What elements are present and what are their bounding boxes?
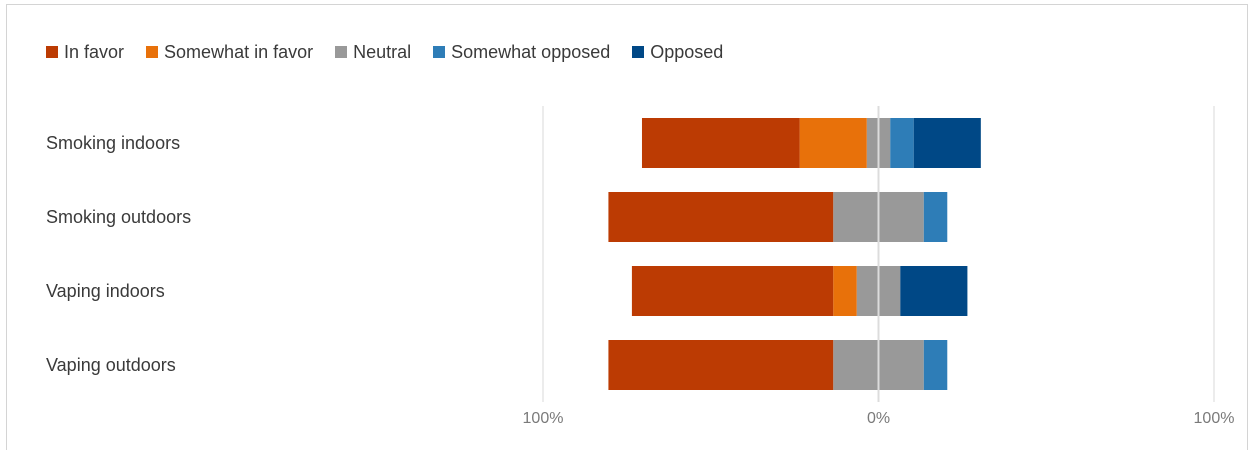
- bar-smoking-outdoors-somewhat-opposed: [923, 192, 948, 242]
- legend-swatch: [335, 46, 348, 58]
- bar-smoking-indoors-somewhat-opposed: [890, 118, 914, 168]
- bar-vaping-indoors-in-favor: [631, 266, 834, 316]
- legend-label: Opposed: [650, 41, 724, 62]
- x-tick-label: 100%: [1194, 410, 1235, 427]
- category-label: Vaping indoors: [46, 281, 165, 301]
- bar-vaping-outdoors-somewhat-opposed: [923, 340, 948, 390]
- chart-legend: In favor Somewhat in favor Neutral Somewhat…: [46, 41, 723, 63]
- legend-swatch: [433, 46, 446, 58]
- legend-item-opposed: Opposed: [632, 42, 723, 63]
- x-tick-label: 100%: [523, 410, 564, 427]
- category-label: Smoking indoors: [46, 133, 180, 153]
- bar-vaping-indoors-opposed: [900, 266, 968, 316]
- legend-swatch: [146, 46, 159, 58]
- category-label: Smoking outdoors: [46, 207, 191, 227]
- bar-vaping-outdoors-in-favor: [608, 340, 834, 390]
- bar-vaping-indoors-somewhat-in-favor: [833, 266, 857, 316]
- legend-label: Somewhat in favor: [164, 41, 314, 62]
- x-tick-label: 0%: [867, 410, 890, 427]
- legend-swatch: [632, 46, 645, 58]
- legend-label: Neutral: [353, 41, 412, 62]
- category-label: Vaping outdoors: [46, 355, 176, 375]
- chart-panel: [6, 4, 1248, 450]
- bar-smoking-indoors-somewhat-in-favor: [799, 118, 867, 168]
- bar-smoking-indoors-in-favor: [641, 118, 800, 168]
- legend-item-somewhat-in-favor: Somewhat in favor: [146, 42, 313, 63]
- legend-label: In favor: [64, 41, 125, 62]
- legend-label: Somewhat opposed: [451, 41, 611, 62]
- legend-swatch: [46, 46, 58, 58]
- legend-item-in-favor: In favor: [46, 42, 124, 63]
- bar-smoking-outdoors-in-favor: [608, 192, 834, 242]
- bar-smoking-indoors-opposed: [913, 118, 981, 168]
- legend-item-neutral: Neutral: [335, 42, 411, 63]
- legend-item-somewhat-opposed: Somewhat opposed: [433, 42, 610, 63]
